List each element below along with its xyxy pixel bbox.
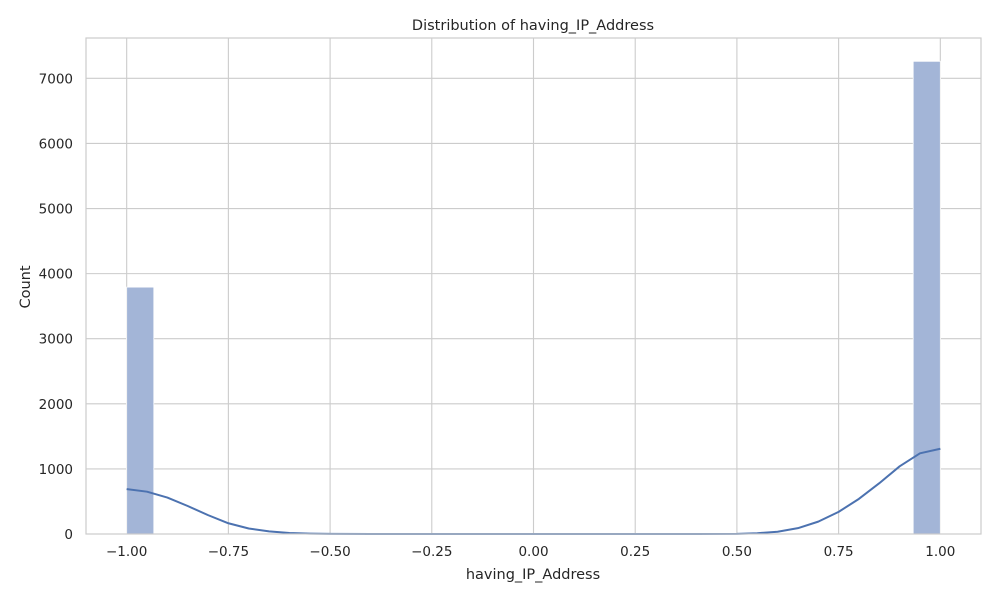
x-tick-label-6: 0.50 bbox=[722, 544, 752, 560]
x-tick-label-3: −0.25 bbox=[411, 544, 452, 560]
y-tick-label-4: 4000 bbox=[39, 267, 73, 283]
histogram-bars bbox=[126, 60, 941, 535]
y-tick-labels: 0 1000 2000 3000 4000 5000 6000 7000 bbox=[39, 71, 73, 543]
x-tick-label-8: 1.00 bbox=[925, 544, 955, 560]
x-tick-label-0: −1.00 bbox=[106, 544, 147, 560]
x-axis-label: having_IP_Address bbox=[466, 567, 600, 583]
y-tick-label-7: 7000 bbox=[39, 71, 73, 87]
histogram-bar-0 bbox=[126, 286, 155, 535]
y-tick-label-1: 1000 bbox=[39, 462, 73, 478]
y-tick-label-0: 0 bbox=[64, 527, 73, 543]
histogram-bar-1 bbox=[912, 60, 941, 535]
x-tick-labels: −1.00 −0.75 −0.50 −0.25 0.00 0.25 0.50 0.75 1.00 bbox=[106, 544, 955, 560]
plot-frame bbox=[85, 37, 982, 535]
y-tick-label-6: 6000 bbox=[39, 136, 73, 152]
x-tick-label-7: 0.75 bbox=[824, 544, 854, 560]
y-tick-label-3: 3000 bbox=[39, 332, 73, 348]
x-tick-label-1: −0.75 bbox=[208, 544, 249, 560]
grid bbox=[86, 38, 981, 535]
x-tick-label-4: 0.00 bbox=[518, 544, 548, 560]
x-tick-label-5: 0.25 bbox=[620, 544, 650, 560]
y-tick-label-5: 5000 bbox=[39, 202, 73, 218]
chart-title: Distribution of having_IP_Address bbox=[412, 18, 654, 34]
x-tick-label-2: −0.50 bbox=[309, 544, 350, 560]
y-axis-label: Count bbox=[18, 265, 34, 308]
y-tick-label-2: 2000 bbox=[39, 397, 73, 413]
